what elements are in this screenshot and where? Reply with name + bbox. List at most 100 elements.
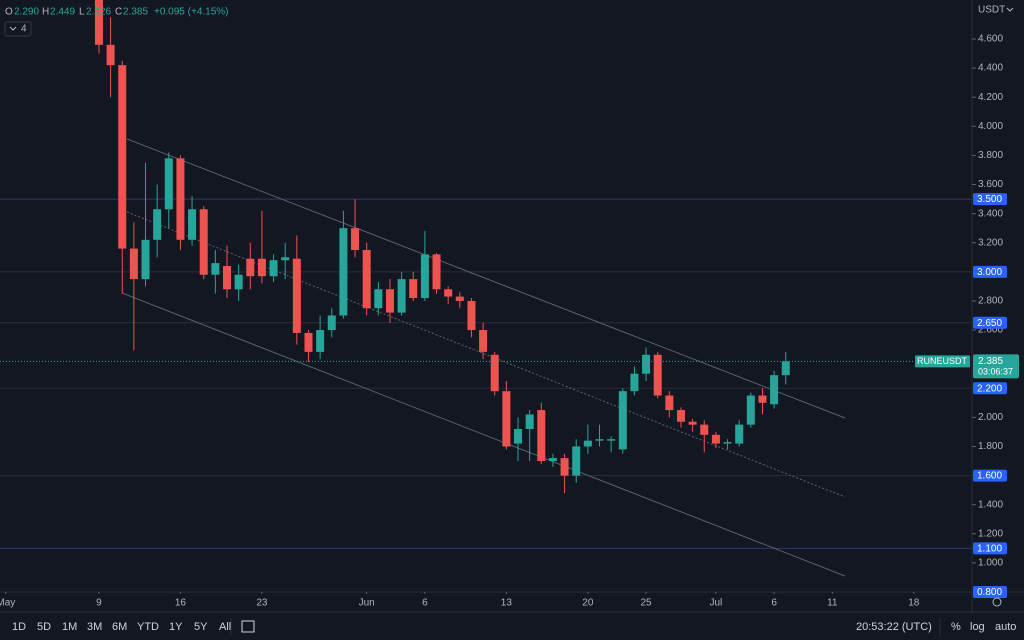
candle-body <box>607 439 616 441</box>
x-tick-label: 25 <box>640 598 652 609</box>
level-badge <box>973 542 1007 555</box>
countdown: 03:06:37 <box>978 367 1013 377</box>
symbol-label: RUNEUSDT <box>917 356 968 366</box>
level-badge <box>973 265 1007 278</box>
price-label: 2.385 <box>978 356 1003 367</box>
settings-icon[interactable] <box>992 597 1002 607</box>
legend-h: H <box>42 7 49 18</box>
x-tick-label: 11 <box>827 598 838 609</box>
y-tick-label: 4.600 <box>978 34 1003 45</box>
candle-body <box>188 209 197 240</box>
candle-body <box>106 44 115 66</box>
candle-body <box>304 332 313 352</box>
x-tick-label: 13 <box>501 598 513 609</box>
candles <box>0 0 972 494</box>
x-tick-label: 23 <box>256 598 268 609</box>
range-button[interactable]: 6M <box>112 621 127 633</box>
candle-body <box>246 258 255 277</box>
range-button[interactable]: 5Y <box>194 621 208 633</box>
currency-chevron <box>1006 7 1014 12</box>
candle-body <box>502 391 511 447</box>
range-button[interactable]: 1Y <box>169 621 183 633</box>
x-tick-label: Jun <box>359 598 375 609</box>
y-tick-label: 3.600 <box>978 179 1003 190</box>
candle-body <box>537 410 546 462</box>
indicators-toggle[interactable] <box>4 21 32 37</box>
y-tick-label: 1.400 <box>978 499 1003 510</box>
level-badge <box>973 382 1007 395</box>
range-button[interactable]: 1D <box>12 621 26 633</box>
symbol-badge <box>915 355 970 368</box>
x-tick-label: 16 <box>175 598 187 609</box>
candle-body <box>770 375 779 405</box>
y-tick-label: 1.800 <box>978 441 1003 452</box>
clock[interactable]: 20:53:22 (UTC) <box>856 621 932 633</box>
candle-body <box>316 330 325 352</box>
legend-c: C <box>115 7 122 18</box>
candle-body <box>257 258 266 277</box>
candle-body <box>665 395 674 411</box>
level-badge <box>973 193 1007 206</box>
candle-body <box>351 228 360 251</box>
level-badge <box>973 469 1007 482</box>
currency[interactable]: USDT <box>978 5 1005 16</box>
legend-h-value: 2.449 <box>50 7 75 18</box>
candle-body <box>595 439 604 441</box>
level-badge <box>973 316 1007 329</box>
y-tick-label: 2.800 <box>978 296 1003 307</box>
candle-body <box>514 429 523 444</box>
candle-body <box>688 421 697 425</box>
percent-toggle[interactable]: % <box>951 621 961 633</box>
range-button[interactable]: 5D <box>37 621 51 633</box>
level-badge <box>973 586 1007 598</box>
candle-body <box>129 248 138 280</box>
price-badge <box>973 354 1019 379</box>
candle-body <box>572 446 581 476</box>
range-button[interactable]: All <box>219 621 231 633</box>
candle-body <box>385 289 394 313</box>
candle-body <box>618 391 627 450</box>
x-tick-label: 6 <box>422 598 428 609</box>
candle-body <box>758 395 767 403</box>
candle-body <box>490 354 499 392</box>
legend: O 2.290 H 2.449 L 2.226 C 2.385 +0.095 (… <box>4 7 229 37</box>
candle-body <box>234 274 243 290</box>
auto-toggle[interactable]: auto <box>995 621 1016 633</box>
y-tick-label: 1.200 <box>978 528 1003 539</box>
candle-body <box>199 209 208 275</box>
x-tick-label: Jul <box>710 598 723 609</box>
candle-body <box>711 434 720 444</box>
goto-date-icon[interactable] <box>241 620 255 633</box>
candle-body <box>420 254 429 299</box>
candle-body <box>479 330 488 352</box>
legend-change: +0.095 (+4.15%) <box>154 7 229 18</box>
candle-body <box>281 257 290 261</box>
candle-body <box>444 289 453 297</box>
y-tick-label: 3.800 <box>978 150 1003 161</box>
candle-body <box>630 373 639 392</box>
x-tick-label: 18 <box>908 598 920 609</box>
toolbar: 20:53:22 (UTC) % log auto 1D 5D 1M 3M 6M YTD 1… <box>12 618 1016 636</box>
x-tick-label: 9 <box>96 598 102 609</box>
legend-o-value: 2.290 <box>14 7 39 18</box>
log-toggle[interactable]: log <box>970 621 985 633</box>
candle-body <box>141 239 150 280</box>
range-button[interactable]: 3M <box>87 621 102 633</box>
y-tick-label: 3.200 <box>978 237 1003 248</box>
x-tick-label: 20 <box>582 598 594 609</box>
range-button[interactable]: YTD <box>137 621 159 633</box>
axis: 4.600 4.400 4.200 4.000 3.800 3.600 3.400 3.200… <box>0 34 1019 609</box>
candle-body <box>560 458 569 476</box>
legend-l: L <box>79 7 85 18</box>
candle-body <box>525 414 534 430</box>
y-tick-label: 3.400 <box>978 208 1003 219</box>
chevron <box>9 26 17 31</box>
y-tick-label: 2.600 <box>978 325 1003 336</box>
candle-body <box>746 395 755 425</box>
channel-lower <box>121 292 846 577</box>
candle-body <box>583 440 592 447</box>
candle-body <box>118 65 127 249</box>
range-button[interactable]: 1M <box>62 621 77 633</box>
candle-body <box>781 361 790 376</box>
